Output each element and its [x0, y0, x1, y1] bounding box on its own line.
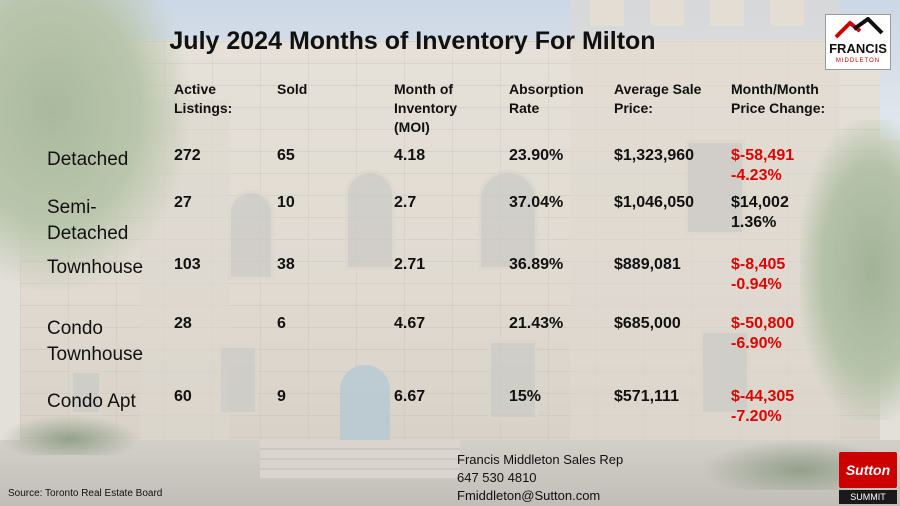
sutton-summit-logo: Sutton SUMMIT — [839, 452, 897, 504]
table-cell: 2.71 — [394, 256, 426, 273]
table-cell: 15% — [509, 388, 542, 405]
row-label-condo-apt: Condo Apt — [47, 391, 136, 412]
header-active-listings: Active Listings: — [174, 81, 233, 116]
table-cell: 21.43% — [509, 315, 564, 332]
contact-phone: 647 530 4810 — [457, 470, 537, 485]
table-cell: 38 — [277, 256, 295, 273]
table-cell: 6 — [277, 315, 286, 332]
table-cell: 27 — [174, 194, 192, 211]
price-change-cell: $-44,305 -7.20% — [731, 388, 795, 425]
table-cell: 60 — [174, 388, 192, 405]
table-cell: $685,000 — [614, 315, 681, 332]
row-label-townhouse: Townhouse — [47, 257, 144, 278]
price-change-cell: $14,002 1.36% — [731, 194, 789, 231]
table-cell: $889,081 — [614, 256, 681, 273]
table-cell: 103 — [174, 256, 201, 273]
header-absorption: Absorption Rate — [509, 81, 584, 116]
price-change-cell: $-58,491 -4.23% — [731, 147, 795, 184]
table-cell: 9 — [277, 388, 286, 405]
header-price-change: Month/Month Price Change: — [731, 81, 826, 116]
table-cell: 28 — [174, 315, 192, 332]
header-moi: Month of Inventory (MOI) — [394, 81, 458, 135]
contact-name: Francis Middleton Sales Rep — [457, 452, 624, 467]
table-cell: 2.7 — [394, 194, 417, 211]
contact-info: Francis Middleton Sales Rep 647 530 4810… — [457, 451, 623, 505]
table-cell: 23.90% — [509, 147, 564, 164]
price-change-cell: $-50,800 -6.90% — [731, 315, 795, 352]
house-roof-icon — [834, 17, 884, 39]
table-cell: 4.67 — [394, 315, 426, 332]
header-sold: Sold — [277, 81, 308, 97]
row-label-semi-detached: Semi- Detached — [47, 197, 129, 244]
contact-email: Fmiddleton@Sutton.com — [457, 488, 601, 503]
source-note: Source: Toronto Real Estate Board — [8, 488, 163, 499]
table-cell: 10 — [277, 194, 295, 211]
table-cell: 4.18 — [394, 147, 426, 164]
table-cell: $1,046,050 — [614, 194, 695, 211]
price-change-cell: $-8,405 -0.94% — [731, 256, 786, 293]
table-cell: $571,111 — [614, 388, 679, 405]
row-label-condo-townhouse: Condo Townhouse — [47, 318, 144, 365]
row-label-detached: Detached — [47, 149, 129, 170]
table-cell: 6.67 — [394, 388, 426, 405]
page-title: July 2024 Months of Inventory For Milton — [169, 27, 656, 55]
table-cell: 36.89% — [509, 256, 564, 273]
table-cell: 65 — [277, 147, 295, 164]
table-cell: 272 — [174, 147, 201, 164]
table-cell: $1,323,960 — [614, 147, 695, 164]
francis-middleton-logo: FRANCIS MIDDLETON — [825, 14, 891, 70]
table-cell: 37.04% — [509, 194, 564, 211]
header-avg-price: Average Sale Price: — [614, 81, 702, 116]
